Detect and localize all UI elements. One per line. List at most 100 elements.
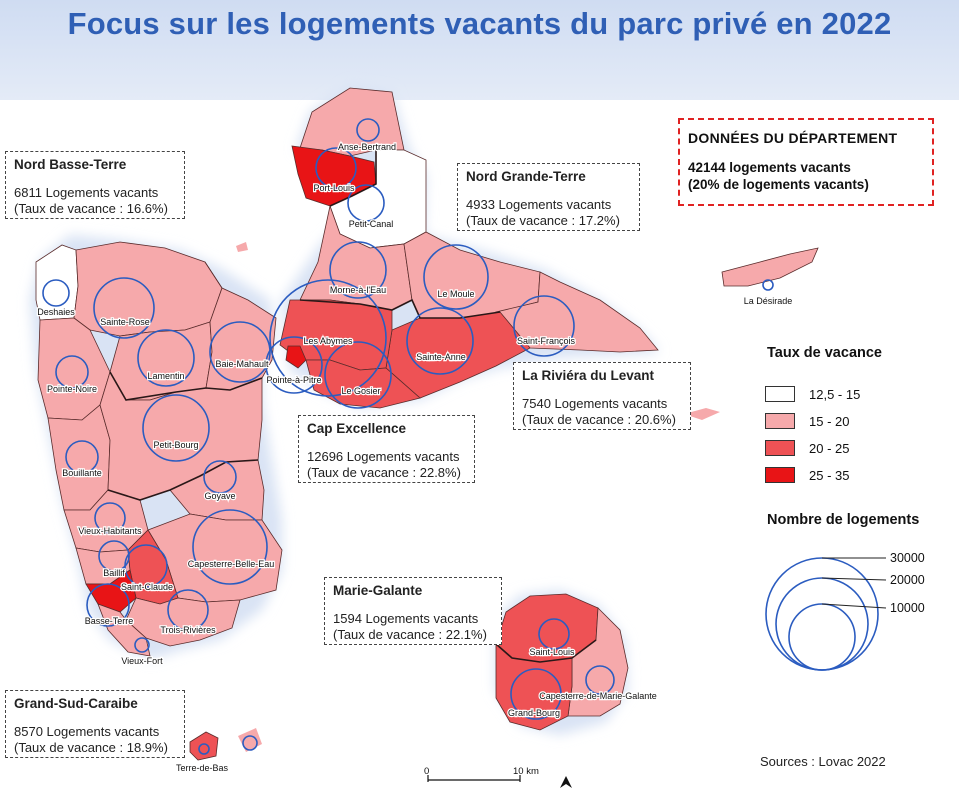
label-port-louis: Port-Louis: [313, 183, 355, 193]
department-heading: DONNÉES DU DÉPARTEMENT: [688, 130, 898, 146]
size-legend-value-30000: 30000: [890, 551, 925, 565]
commune-labels: Anse-Bertrand Port-Louis Petit-Canal Morne-…: [36, 141, 793, 774]
department-vacant-rate: (20% de logements vacants): [688, 177, 869, 192]
label-la-desirade: La Désirade: [744, 296, 793, 306]
islet-north: [236, 242, 248, 252]
zone-count: 7540 Logements vacants: [522, 396, 668, 411]
zone-name: Marie-Galante: [333, 583, 423, 598]
label-saint-francois: Saint-François: [517, 336, 576, 346]
rate-swatch: [765, 386, 795, 402]
zone-count: 6811 Logements vacants: [14, 185, 159, 200]
circle-vieux-habitants: [94, 502, 126, 534]
label-pointe-noire: Pointe-Noire: [47, 384, 97, 394]
circle-port-louis: [315, 147, 357, 189]
circle-bouillante: [65, 440, 99, 474]
zone-name: Grand-Sud-Caraibe: [14, 696, 138, 711]
zone-box-riviera-du-levant: La Riviéra du Levant 7540 Logements vaca…: [513, 362, 691, 430]
circle-anse-bertrand: [356, 118, 380, 142]
zone-count: 1594 Logements vacants: [333, 611, 479, 626]
label-petit-canal: Petit-Canal: [349, 219, 394, 229]
circle-terre-de-haut: [242, 735, 258, 751]
label-saint-claude: Saint-Claude: [121, 582, 173, 592]
label-baie-mahault: Baie-Mahault: [215, 359, 269, 369]
label-deshaies: Deshaies: [37, 307, 75, 317]
circle-capesterre-belle-eau: [192, 509, 268, 585]
label-morne-a-l-eau: Morne-à-l'Eau: [330, 285, 386, 295]
rate-legend-item: 15 - 20: [765, 412, 849, 430]
commune-circles: [42, 118, 774, 755]
circle-pointe-a-pitre: [265, 336, 323, 394]
zone-count: 4933 Logements vacants: [466, 197, 612, 212]
north-arrow-icon: [560, 776, 572, 788]
label-petit-bourg: Petit-Bourg: [153, 440, 198, 450]
sources-note: Sources : Lovac 2022: [760, 754, 886, 769]
circle-vieux-fort: [134, 637, 150, 653]
circle-basse-terre: [86, 583, 130, 627]
size-legend-circle-10000: [788, 603, 856, 671]
circle-petit-bourg: [142, 394, 210, 462]
label-basse-terre: Basse-Terre: [85, 616, 134, 626]
commune-pointe-a-pitre: [285, 345, 307, 369]
zone-rate: (Taux de vacance : 18.9%): [14, 740, 168, 755]
rate-label: 20 - 25: [809, 440, 850, 456]
label-saint-louis: Saint-Louis: [529, 647, 575, 657]
zone-rate: (Taux de vacance : 22.8%): [307, 465, 461, 480]
rate-legend-item: 12,5 - 15: [765, 385, 860, 403]
circle-les-abymes: [269, 279, 387, 397]
circle-le-moule: [423, 244, 489, 310]
label-vieux-habitants: Vieux-Habitants: [78, 526, 142, 536]
circle-terre-de-bas: [198, 743, 210, 755]
grande-terre-island: [279, 87, 659, 409]
zone-rate: (Taux de vacance : 22.1%): [333, 627, 487, 642]
circle-baie-mahault: [209, 321, 271, 383]
rate-legend-title: Taux de vacance: [767, 345, 882, 361]
zone-name: Cap Excellence: [307, 421, 407, 436]
commune-terre-de-bas: [189, 731, 219, 761]
circle-la-desirade: [762, 279, 774, 291]
zone-rate: (Taux de vacance : 16.6%): [14, 201, 168, 216]
label-terre-de-bas: Terre-de-Bas: [176, 763, 229, 773]
label-sainte-rose: Sainte-Rose: [100, 317, 150, 327]
epci-boundaries: [107, 150, 597, 663]
rate-swatch: [765, 440, 795, 456]
zone-box-nord-basse-terre: Nord Basse-Terre 6811 Logements vacants …: [5, 151, 185, 219]
title-banner: [0, 0, 959, 100]
island-la-desirade: [721, 247, 819, 287]
label-bouillante: Bouillante: [62, 468, 102, 478]
size-legend-value-20000: 20000: [890, 573, 925, 587]
scale-start: 0: [424, 766, 429, 777]
zone-name: Nord Basse-Terre: [14, 157, 127, 172]
circle-sainte-anne: [406, 307, 474, 375]
circle-saint-claude: [124, 544, 168, 588]
department-summary: DONNÉES DU DÉPARTEMENT 42144 logements v…: [678, 118, 934, 206]
circle-goyave: [203, 460, 237, 494]
label-vieux-fort: Vieux-Fort: [121, 656, 163, 666]
label-pointe-a-pitre: Pointe-à-Pitre: [266, 375, 321, 385]
rate-label: 12,5 - 15: [809, 386, 861, 402]
size-legend-circles: [765, 557, 887, 671]
rate-legend-item: 25 - 35: [765, 466, 849, 484]
circle-lamentin: [137, 329, 195, 387]
circle-capesterre-de-marie-galante: [585, 665, 615, 695]
rate-swatch: [765, 467, 795, 483]
circle-trois-rivieres: [167, 589, 209, 631]
label-lamentin: Lamentin: [147, 371, 184, 381]
zone-box-nord-grande-terre: Nord Grande-Terre 4933 Logements vacants…: [457, 163, 640, 231]
label-trois-rivieres: Trois-Rivières: [160, 625, 216, 635]
circle-saint-louis: [538, 618, 570, 650]
label-grand-bourg: Grand-Bourg: [508, 708, 560, 718]
zone-rate: (Taux de vacance : 17.2%): [466, 213, 620, 228]
islet-east: [684, 408, 720, 420]
scale-bar: [427, 775, 521, 782]
circle-saint-francois: [513, 295, 575, 357]
rate-label: 25 - 35: [809, 467, 850, 483]
rate-swatch: [765, 413, 795, 429]
zone-count: 8570 Logements vacants: [14, 724, 160, 739]
circle-petit-canal: [347, 184, 385, 222]
label-le-moule: Le Moule: [437, 289, 474, 299]
zone-name: La Riviéra du Levant: [522, 368, 655, 383]
circle-baillif: [98, 540, 130, 572]
commune-bouillante: [47, 404, 111, 511]
size-legend-circle-30000: [765, 557, 879, 671]
